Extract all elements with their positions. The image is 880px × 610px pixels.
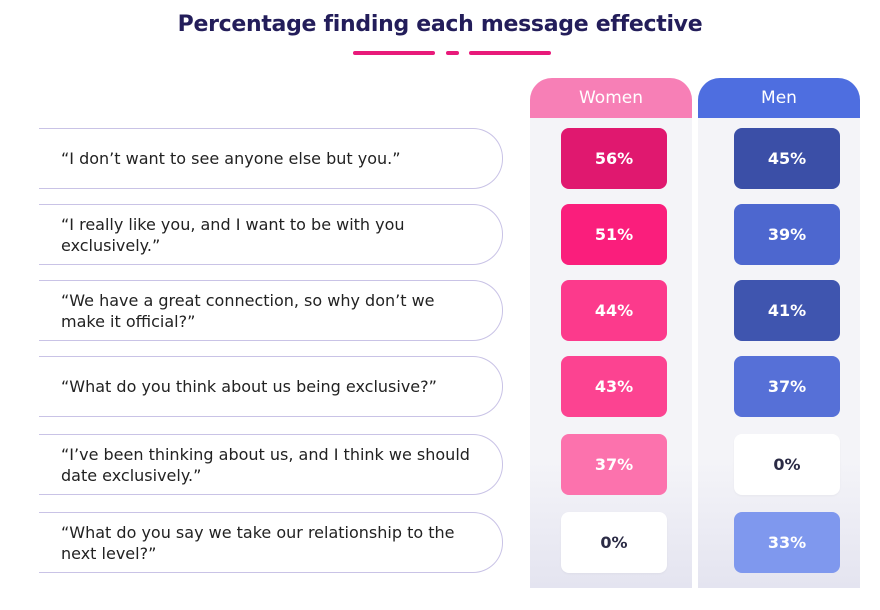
message-box: “I’ve been thinking about us, and I thin… xyxy=(39,434,503,495)
title-rule-right xyxy=(469,51,551,55)
women-value-cell: 0% xyxy=(561,512,667,573)
message-box: “I don’t want to see anyone else but you… xyxy=(39,128,503,189)
women-value-cell: 37% xyxy=(561,434,667,495)
men-value-cell: 45% xyxy=(734,128,840,189)
men-value-cell: 0% xyxy=(734,434,840,495)
title-rule-dot xyxy=(446,51,459,55)
message-box: “I really like you, and I want to be wit… xyxy=(39,204,503,265)
women-value-cell: 56% xyxy=(561,128,667,189)
women-value-cell: 43% xyxy=(561,356,667,417)
women-column-header: Women xyxy=(530,78,692,118)
message-box: “What do you think about us being exclus… xyxy=(39,356,503,417)
women-value-cell: 44% xyxy=(561,280,667,341)
men-value-cell: 37% xyxy=(734,356,840,417)
title-rule-left xyxy=(353,51,435,55)
page-title: Percentage finding each message effectiv… xyxy=(177,12,703,37)
men-value-cell: 33% xyxy=(734,512,840,573)
message-box: “We have a great connection, so why don’… xyxy=(39,280,503,341)
message-box: “What do you say we take our relationshi… xyxy=(39,512,503,573)
women-value-cell: 51% xyxy=(561,204,667,265)
men-value-cell: 39% xyxy=(734,204,840,265)
men-value-cell: 41% xyxy=(734,280,840,341)
men-column-header: Men xyxy=(698,78,860,118)
